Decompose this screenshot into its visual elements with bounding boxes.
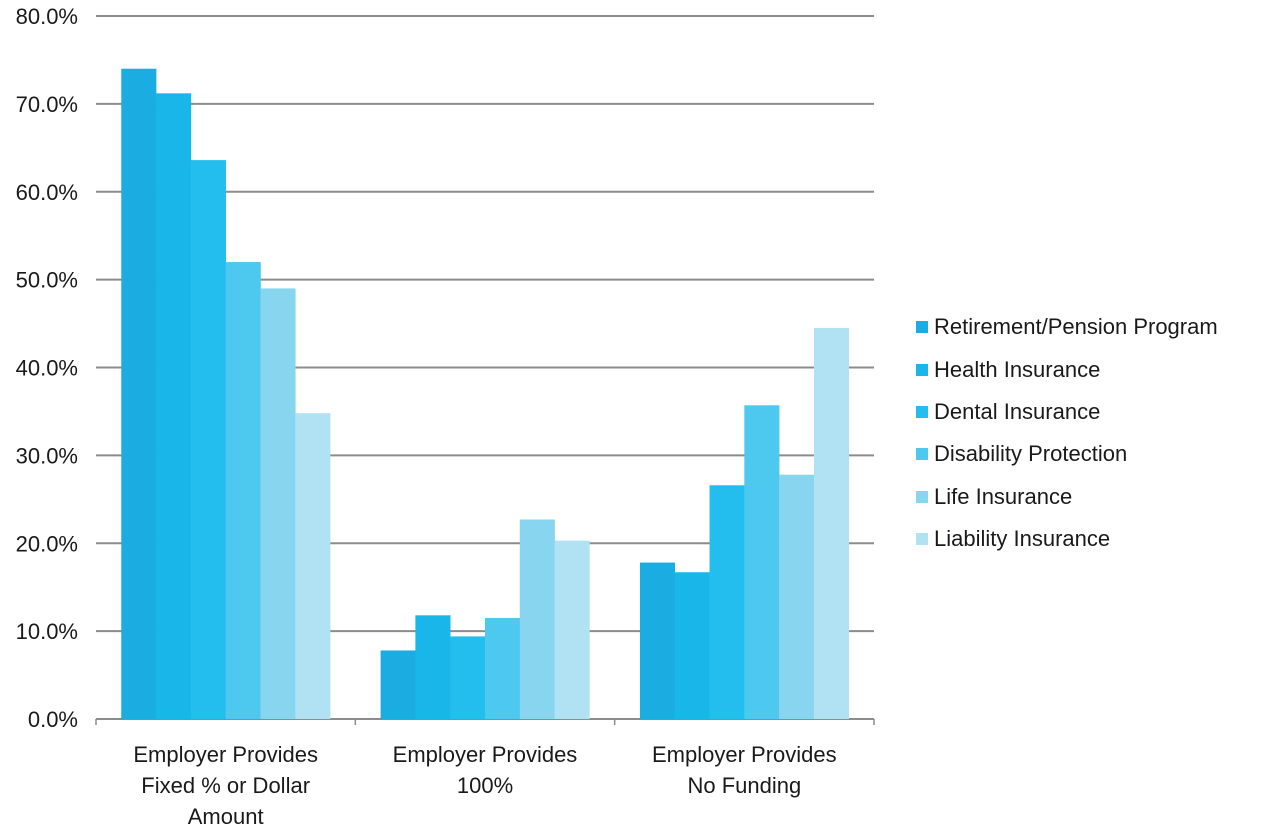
bar [380,650,416,719]
y-tick-label: 0.0% [28,707,78,732]
bar [450,636,486,719]
legend-label: Dental Insurance [934,398,1101,424]
x-category-label: Amount [188,804,264,829]
bar [779,474,815,719]
legend-label: Liability Insurance [934,526,1111,552]
legend-item: Retirement/Pension Program [916,306,1218,348]
legend-item: Disability Protection [916,433,1218,475]
y-tick-label: 40.0% [16,356,78,381]
x-category-label: Employer Provides [133,742,318,767]
bars [121,68,850,720]
y-axis-labels: 0.0% 10.0% 20.0% 30.0% 40.0% 50.0% 60.0% 70.0% 8… [16,4,78,732]
legend-swatch [916,363,928,376]
y-tick-label: 20.0% [16,531,78,556]
bar [260,288,296,719]
legend: Retirement/Pension Program Health Insuran… [916,306,1218,560]
y-tick-label: 50.0% [16,268,78,293]
legend-label: Life Insurance [934,483,1073,509]
bar [295,413,331,719]
bar [674,572,710,719]
x-axis [95,719,875,725]
x-category-label: Employer Provides [393,742,578,767]
x-axis-labels: Employer Provides Fixed % or Dollar Amount… [133,742,836,829]
legend-swatch [916,448,928,461]
y-tick-label: 60.0% [16,180,78,205]
bar [639,562,676,719]
bar [709,485,745,719]
y-tick-label: 30.0% [16,443,78,468]
bar [156,93,192,719]
bar [225,262,261,719]
legend-swatch [916,490,928,503]
legend-label: Health Insurance [934,356,1101,382]
legend-swatch [916,321,928,334]
legend-swatch [916,405,928,418]
legend-swatch [916,533,928,546]
bar [519,519,555,719]
legend-item: Life Insurance [916,476,1218,518]
legend-item: Dental Insurance [916,391,1218,433]
bar [744,405,780,719]
x-category-label: 100% [457,773,513,798]
y-tick-label: 80.0% [16,4,78,29]
bar [554,540,590,719]
x-category-label: No Funding [687,773,801,798]
y-tick-label: 10.0% [16,619,78,644]
bar [485,617,521,719]
legend-label: Retirement/Pension Program [934,314,1218,340]
legend-label: Disability Protection [934,441,1128,467]
legend-item: Health Insurance [916,348,1218,390]
legend-item: Liability Insurance [916,518,1218,560]
bar [121,68,157,720]
y-tick-label: 70.0% [16,92,78,117]
x-category-label: Employer Provides [652,742,837,767]
x-category-label: Fixed % or Dollar [141,773,310,798]
bar [415,615,451,719]
bar [190,160,226,720]
bar [813,327,850,719]
